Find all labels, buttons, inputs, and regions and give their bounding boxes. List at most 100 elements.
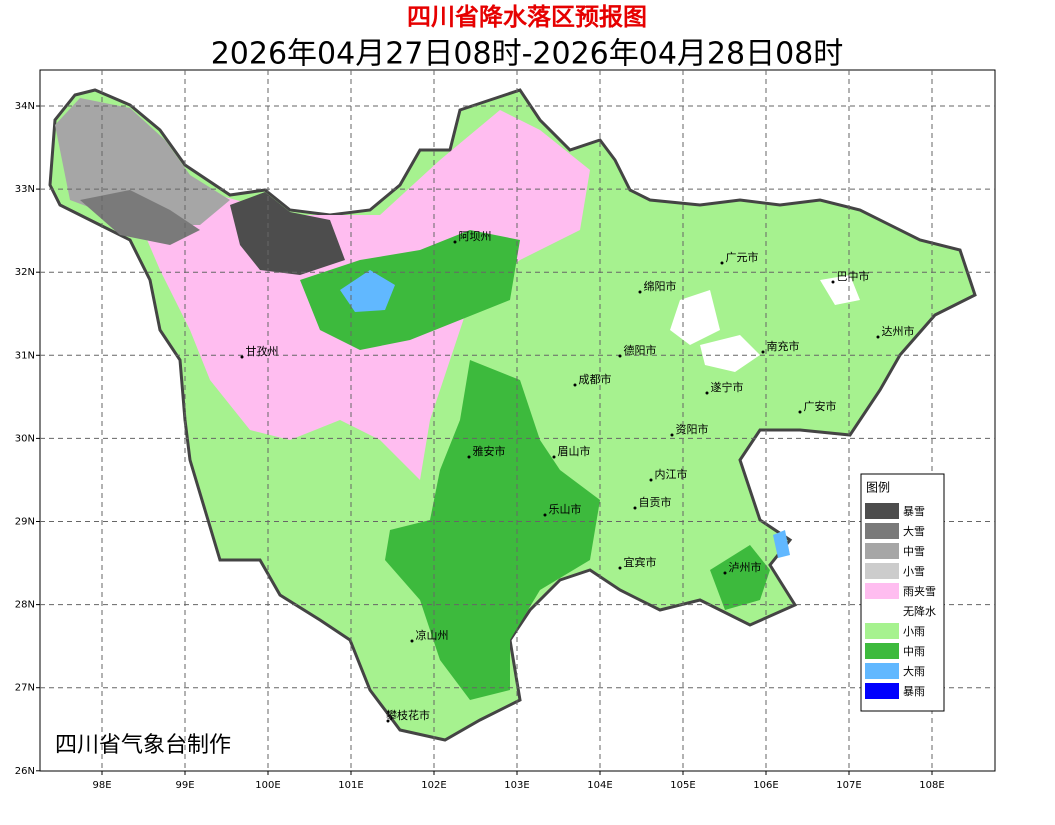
- lon-tick-label: 101E: [338, 780, 363, 791]
- city-label: 广安市: [804, 399, 837, 413]
- lat-tick-label: 31N: [15, 350, 35, 361]
- legend-swatch: [865, 563, 899, 579]
- lat-tick-label: 29N: [15, 517, 35, 528]
- credit: 四川省气象台制作: [55, 733, 231, 758]
- heavy-rain-area: [340, 270, 395, 312]
- city-dot: [723, 571, 727, 575]
- city-label: 自贡市: [639, 495, 672, 509]
- lon-tick-label: 105E: [670, 780, 695, 791]
- city-dot: [618, 354, 622, 358]
- city-label: 攀枝花市: [386, 708, 430, 722]
- city-label: 眉山市: [558, 444, 591, 458]
- city-dot: [831, 280, 835, 284]
- moderate-rain-area-north: [300, 230, 520, 350]
- legend-swatch: [865, 543, 899, 559]
- legend-swatch: [865, 583, 899, 599]
- city-label: 乐山市: [549, 502, 582, 516]
- legend-swatch: [865, 683, 899, 699]
- city-dot: [618, 566, 622, 570]
- legend-label: 无降水: [903, 604, 936, 618]
- legend-label: 大雨: [903, 664, 925, 678]
- city-dot: [638, 290, 642, 294]
- city-label: 达州市: [882, 324, 915, 338]
- lon-tick-label: 102E: [421, 780, 446, 791]
- map-subtitle: 2026年04月27日08时-2026年04月28日08时: [211, 37, 844, 72]
- legend-label: 雨夹雪: [903, 585, 936, 598]
- city-dot: [670, 433, 674, 437]
- legend-label: 中雪: [903, 545, 925, 558]
- lon-tick-label: 104E: [587, 780, 612, 791]
- legend-label: 暴雪: [903, 505, 925, 518]
- legend-title: 图例: [866, 481, 890, 495]
- city-dot: [720, 261, 724, 265]
- city-label: 雅安市: [473, 444, 506, 458]
- city-dot: [453, 240, 457, 244]
- city-label: 宜宾市: [624, 555, 657, 569]
- lon-tick-label: 99E: [175, 780, 194, 791]
- city-dot: [876, 335, 880, 339]
- city-dot: [573, 383, 577, 387]
- lat-tick-label: 27N: [15, 683, 35, 694]
- city-label: 甘孜州: [246, 344, 279, 358]
- city-label: 南充市: [767, 339, 800, 353]
- city-label: 巴中市: [837, 269, 870, 283]
- lat-tick-label: 26N: [15, 766, 35, 777]
- no-rain-area-east: [700, 335, 760, 372]
- city-dot: [543, 513, 547, 517]
- lat-tick-label: 30N: [15, 433, 35, 444]
- city-label: 内江市: [655, 467, 688, 481]
- legend-swatch: [865, 663, 899, 679]
- snow-area: [80, 190, 200, 245]
- city-dot: [798, 410, 802, 414]
- city-dot: [240, 355, 244, 359]
- city-dot: [552, 455, 556, 459]
- legend-swatch: [865, 503, 899, 519]
- heavy-snow-area: [230, 192, 345, 275]
- city-label: 成都市: [579, 372, 612, 386]
- legend-label: 小雨: [903, 625, 925, 638]
- heavy-rain-area-east: [773, 530, 790, 558]
- moderate-rain-area-south: [710, 545, 770, 610]
- legend-label: 中雨: [903, 645, 925, 658]
- graticule: [40, 70, 995, 771]
- legend-label: 暴雨: [903, 685, 925, 698]
- city-label: 阿坝州: [459, 229, 492, 243]
- legend-swatch: [864, 602, 900, 620]
- city-label: 凉山州: [416, 628, 449, 642]
- lat-tick-label: 32N: [15, 267, 35, 278]
- lon-tick-label: 98E: [92, 780, 111, 791]
- city-dot: [649, 478, 653, 482]
- city-dot: [467, 455, 471, 459]
- lon-tick-label: 103E: [504, 780, 529, 791]
- city-dot: [386, 719, 390, 723]
- lat-tick-label: 28N: [15, 600, 35, 611]
- city-dot: [633, 506, 637, 510]
- lon-tick-label: 107E: [836, 780, 861, 791]
- city-dot: [705, 391, 709, 395]
- city-label: 资阳市: [676, 422, 709, 436]
- no-rain-area-northeast: [820, 275, 860, 305]
- map-title: 四川省降水落区预报图: [407, 3, 647, 31]
- legend-swatch: [865, 623, 899, 639]
- city-label: 绵阳市: [644, 279, 677, 293]
- legend-label: 小雪: [903, 565, 925, 578]
- axis-labels: 98E 99E 100E 101E 102E 103E 104E 105E 106E 107E 10…: [15, 101, 945, 791]
- moderate-rain-area: [385, 360, 600, 700]
- city-label: 遂宁市: [711, 380, 744, 394]
- legend-swatch: [865, 523, 899, 539]
- lon-tick-label: 108E: [919, 780, 944, 791]
- lat-tick-label: 34N: [15, 101, 35, 112]
- city-dot: [761, 350, 765, 354]
- city-dot: [410, 639, 414, 643]
- city-label: 广元市: [726, 250, 759, 264]
- moderate-snow-area: [55, 98, 230, 225]
- lat-tick-label: 33N: [15, 184, 35, 195]
- lon-tick-label: 106E: [753, 780, 778, 791]
- legend-swatch: [865, 643, 899, 659]
- legend-label: 大雪: [903, 524, 925, 538]
- city-label: 德阳市: [624, 343, 657, 357]
